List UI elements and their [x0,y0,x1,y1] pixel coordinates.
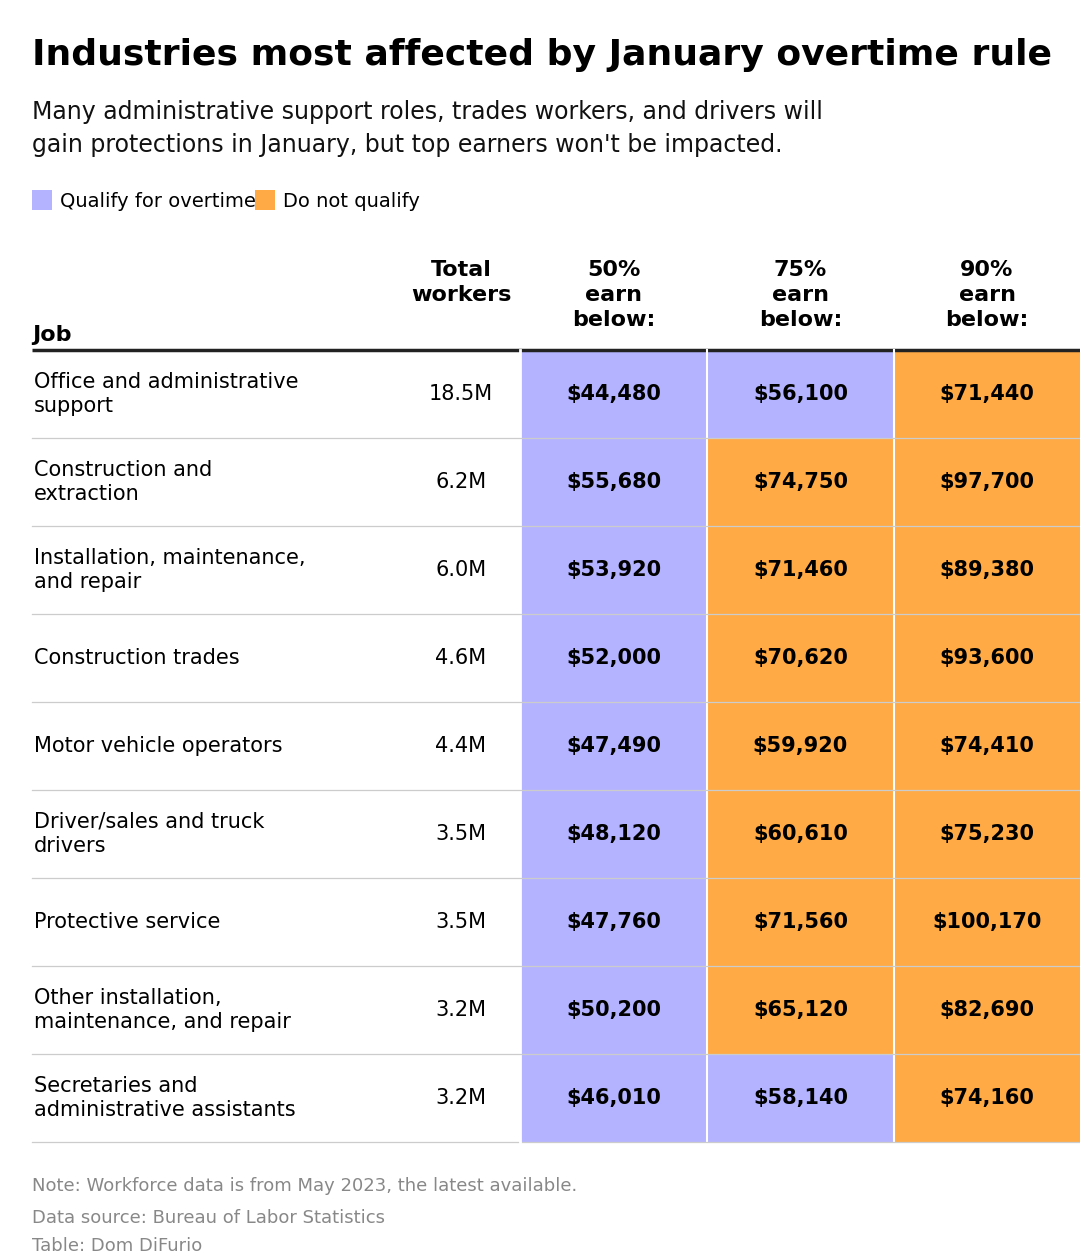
Text: Many administrative support roles, trades workers, and drivers will
gain protect: Many administrative support roles, trade… [32,99,823,156]
Text: $46,010: $46,010 [566,1088,661,1108]
Text: $74,160: $74,160 [940,1088,1035,1108]
Text: Table: Dom DiFurio: Table: Dom DiFurio [32,1237,202,1255]
Text: $50,200: $50,200 [566,1000,661,1020]
Text: $100,170: $100,170 [932,912,1042,932]
Bar [519,350,707,438]
Bar [707,526,894,614]
Text: $56,100: $56,100 [753,384,848,404]
Text: $75,230: $75,230 [940,824,1035,844]
Bar [707,790,894,878]
Text: 90%
earn
below:: 90% earn below: [945,260,1028,330]
Bar [519,702,707,790]
Bar [519,526,707,614]
Text: 50%
earn
below:: 50% earn below: [571,260,656,330]
Text: 4.6M: 4.6M [435,648,487,668]
Bar [707,438,894,526]
Text: Qualify for overtime: Qualify for overtime [60,192,256,211]
Bar [894,878,1080,966]
Text: $47,760: $47,760 [566,912,661,932]
Text: $58,140: $58,140 [753,1088,848,1108]
Text: 18.5M: 18.5M [429,384,494,404]
Bar [519,878,707,966]
Text: $70,620: $70,620 [753,648,848,668]
Text: $71,560: $71,560 [753,912,848,932]
Text: 3.5M: 3.5M [435,912,486,932]
Text: $71,440: $71,440 [940,384,1035,404]
Bar [894,614,1080,702]
Bar [894,966,1080,1054]
Text: $48,120: $48,120 [566,824,661,844]
Text: Other installation,
maintenance, and repair: Other installation, maintenance, and rep… [33,988,291,1033]
Text: 6.0M: 6.0M [435,560,487,580]
Text: Protective service: Protective service [33,912,220,932]
Text: Driver/sales and truck
drivers: Driver/sales and truck drivers [33,811,265,857]
Text: $59,920: $59,920 [753,736,848,756]
Text: $89,380: $89,380 [940,560,1035,580]
Text: $82,690: $82,690 [940,1000,1035,1020]
Bar [707,878,894,966]
Bar [894,790,1080,878]
Text: 3.2M: 3.2M [435,1000,486,1020]
Bar [894,438,1080,526]
Text: $53,920: $53,920 [566,560,661,580]
Bar [894,1054,1080,1142]
Text: $55,680: $55,680 [566,472,661,492]
Bar [894,526,1080,614]
Text: Industries most affected by January overtime rule: Industries most affected by January over… [32,38,1052,72]
Bar [519,438,707,526]
Text: $74,410: $74,410 [940,736,1035,756]
Text: Motor vehicle operators: Motor vehicle operators [33,736,283,756]
Text: Installation, maintenance,
and repair: Installation, maintenance, and repair [33,547,306,593]
Text: $71,460: $71,460 [753,560,848,580]
Text: Do not qualify: Do not qualify [283,192,420,211]
Text: 4.4M: 4.4M [435,736,486,756]
Bar [707,966,894,1054]
Text: $47,490: $47,490 [566,736,661,756]
Text: $44,480: $44,480 [566,384,661,404]
Text: $74,750: $74,750 [753,472,848,492]
Text: $93,600: $93,600 [940,648,1035,668]
Bar [707,702,894,790]
Text: 3.2M: 3.2M [435,1088,486,1108]
Bar [519,966,707,1054]
Bar [519,1054,707,1142]
Text: Construction trades: Construction trades [33,648,240,668]
Bar [894,350,1080,438]
Text: Note: Workforce data is from May 2023, the latest available.: Note: Workforce data is from May 2023, t… [32,1177,577,1195]
Text: Office and administrative
support: Office and administrative support [33,371,298,416]
Text: $65,120: $65,120 [753,1000,848,1020]
Bar [32,190,52,210]
Text: Total
workers: Total workers [410,260,511,304]
Bar [519,790,707,878]
Text: Data source: Bureau of Labor Statistics: Data source: Bureau of Labor Statistics [32,1209,384,1227]
Text: Construction and
extraction: Construction and extraction [33,459,213,504]
Bar [707,1054,894,1142]
Text: $52,000: $52,000 [566,648,661,668]
Text: Job: Job [32,325,71,345]
Text: 6.2M: 6.2M [435,472,487,492]
Bar [707,350,894,438]
Text: 3.5M: 3.5M [435,824,486,844]
Text: $97,700: $97,700 [940,472,1035,492]
Text: Secretaries and
administrative assistants: Secretaries and administrative assistant… [33,1076,296,1121]
Text: 75%
earn
below:: 75% earn below: [759,260,842,330]
Bar [255,190,275,210]
Text: $60,610: $60,610 [753,824,848,844]
Bar [707,614,894,702]
Bar [894,702,1080,790]
Bar [519,614,707,702]
